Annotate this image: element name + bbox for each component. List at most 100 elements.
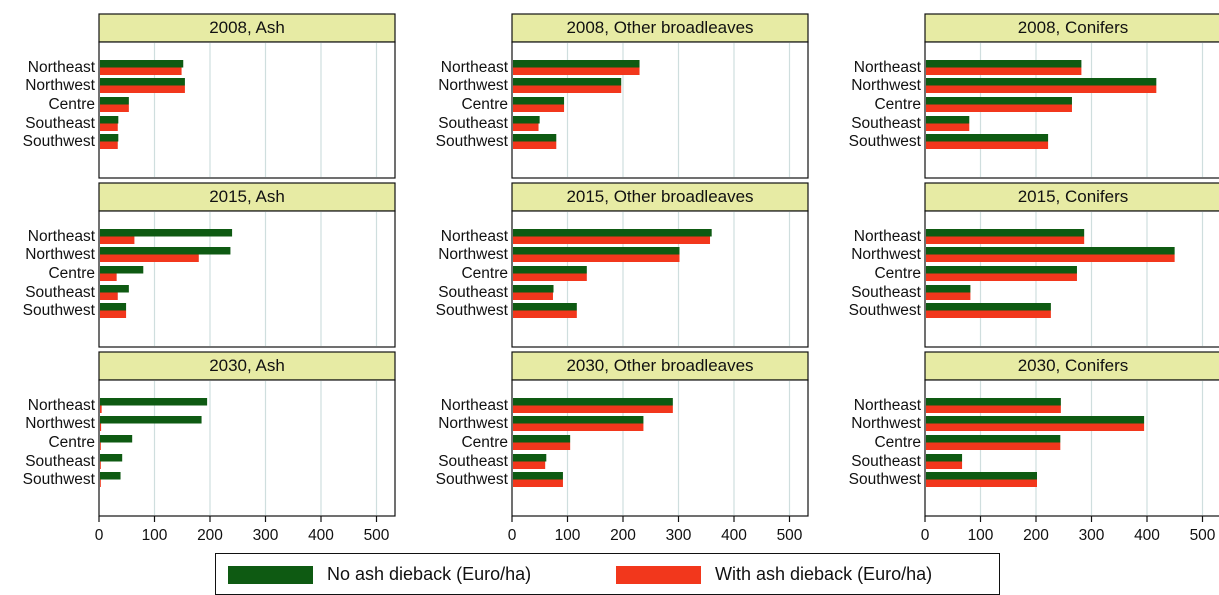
category-label-southwest: Southwest — [849, 471, 922, 488]
bar-with-dieback-northeast — [100, 67, 182, 75]
category-label-northwest: Northwest — [851, 246, 921, 263]
panel-title: 2008, Conifers — [1018, 18, 1129, 37]
bar-with-dieback-northwest — [926, 254, 1175, 262]
category-label-northwest: Northwest — [25, 415, 95, 432]
category-label-northeast: Northeast — [28, 59, 96, 76]
bar-with-dieback-northwest — [926, 85, 1157, 93]
panel-title: 2008, Ash — [209, 18, 285, 37]
category-label-southwest: Southwest — [849, 133, 922, 150]
bar-with-dieback-northwest — [513, 254, 680, 262]
panel-title: 2015, Ash — [209, 187, 285, 206]
category-label-centre: Centre — [48, 434, 95, 451]
bar-no-dieback-southwest — [100, 472, 121, 480]
bar-with-dieback-northwest — [100, 423, 102, 431]
category-label-centre: Centre — [874, 434, 921, 451]
bar-with-dieback-northeast — [926, 67, 1082, 75]
category-label-southeast: Southeast — [25, 453, 95, 470]
bar-with-dieback-centre — [513, 104, 565, 112]
bar-with-dieback-centre — [100, 442, 101, 450]
bar-no-dieback-centre — [926, 435, 1061, 443]
panel-2008-other-broadleaves: 2008, Other broadleaves NortheastNorthwes… — [436, 13, 809, 179]
x-tick-label: 400 — [308, 527, 334, 544]
bar-with-dieback-southwest — [926, 310, 1051, 318]
category-label-northeast: Northeast — [854, 59, 922, 76]
category-label-southwest: Southwest — [436, 471, 509, 488]
x-tick-label: 100 — [968, 527, 994, 544]
bar-no-dieback-northwest — [926, 416, 1145, 424]
category-label-centre: Centre — [48, 265, 95, 282]
bar-no-dieback-northwest — [513, 247, 680, 255]
legend-swatch-no-dieback — [228, 565, 313, 584]
x-tick-label: 500 — [777, 527, 803, 544]
category-label-northwest: Northwest — [438, 246, 508, 263]
bar-no-dieback-southeast — [513, 116, 540, 124]
category-label-southeast: Southeast — [25, 115, 95, 132]
bar-no-dieback-southwest — [100, 134, 119, 142]
bar-no-dieback-southwest — [100, 303, 127, 311]
bar-with-dieback-centre — [100, 104, 129, 112]
category-label-centre: Centre — [461, 96, 508, 113]
x-tick-label: 400 — [1134, 527, 1160, 544]
category-label-northeast: Northeast — [854, 228, 922, 245]
panel-title-box — [924, 182, 1219, 212]
category-label-southwest: Southwest — [436, 302, 509, 319]
legend-item-no-dieback: No ash dieback (Euro/ha) — [228, 564, 531, 585]
bar-with-dieback-southeast — [926, 461, 963, 469]
category-label-northwest: Northwest — [25, 246, 95, 263]
bar-no-dieback-southwest — [513, 134, 557, 142]
bar-with-dieback-northeast — [100, 405, 102, 413]
x-tick-label: 500 — [1190, 527, 1216, 544]
x-tick-label: 200 — [1023, 527, 1049, 544]
category-label-centre: Centre — [48, 96, 95, 113]
bar-with-dieback-northwest — [100, 254, 199, 262]
bar-no-dieback-southeast — [513, 285, 554, 293]
category-label-centre: Centre — [874, 96, 921, 113]
bar-no-dieback-southwest — [926, 472, 1037, 480]
panel-title: 2015, Conifers — [1018, 187, 1129, 206]
category-label-northwest: Northwest — [851, 77, 921, 94]
category-label-northeast: Northeast — [441, 228, 509, 245]
bar-no-dieback-northeast — [513, 398, 673, 406]
bar-no-dieback-centre — [926, 266, 1077, 274]
category-label-northeast: Northeast — [28, 397, 96, 414]
legend: No ash dieback (Euro/ha) With ash diebac… — [215, 553, 1000, 595]
bar-no-dieback-northwest — [100, 416, 202, 424]
category-label-southeast: Southeast — [438, 284, 508, 301]
category-label-southwest: Southwest — [436, 133, 509, 150]
category-label-northeast: Northeast — [854, 397, 922, 414]
bar-no-dieback-southwest — [513, 303, 577, 311]
category-label-southeast: Southeast — [25, 284, 95, 301]
bar-with-dieback-southeast — [100, 123, 118, 131]
bar-with-dieback-southeast — [513, 123, 539, 131]
bar-no-dieback-northeast — [926, 229, 1085, 237]
bar-with-dieback-northwest — [513, 85, 622, 93]
bar-no-dieback-northwest — [926, 78, 1157, 86]
bar-no-dieback-southwest — [513, 472, 563, 480]
bar-no-dieback-northwest — [513, 416, 644, 424]
x-tick-label: 0 — [508, 527, 517, 544]
category-label-southeast: Southeast — [851, 453, 921, 470]
panel-title-box — [924, 351, 1219, 381]
x-tick-label: 0 — [95, 527, 104, 544]
bar-no-dieback-southeast — [100, 116, 119, 124]
x-tick-label: 100 — [142, 527, 168, 544]
bar-with-dieback-southwest — [513, 310, 577, 318]
bar-no-dieback-northeast — [926, 60, 1082, 68]
x-tick-label: 500 — [364, 527, 390, 544]
bar-no-dieback-centre — [513, 435, 571, 443]
bar-no-dieback-centre — [926, 97, 1072, 105]
x-tick-label: 200 — [197, 527, 223, 544]
bar-with-dieback-southwest — [926, 479, 1037, 487]
bar-with-dieback-southeast — [926, 292, 971, 300]
bar-with-dieback-northwest — [926, 423, 1145, 431]
bar-with-dieback-southeast — [513, 461, 546, 469]
panel-title: 2015, Other broadleaves — [566, 187, 753, 206]
bar-no-dieback-northeast — [513, 60, 640, 68]
panel-title-box — [924, 13, 1219, 43]
x-tick-label: 200 — [610, 527, 636, 544]
bar-no-dieback-southeast — [100, 285, 129, 293]
bar-no-dieback-centre — [100, 97, 129, 105]
